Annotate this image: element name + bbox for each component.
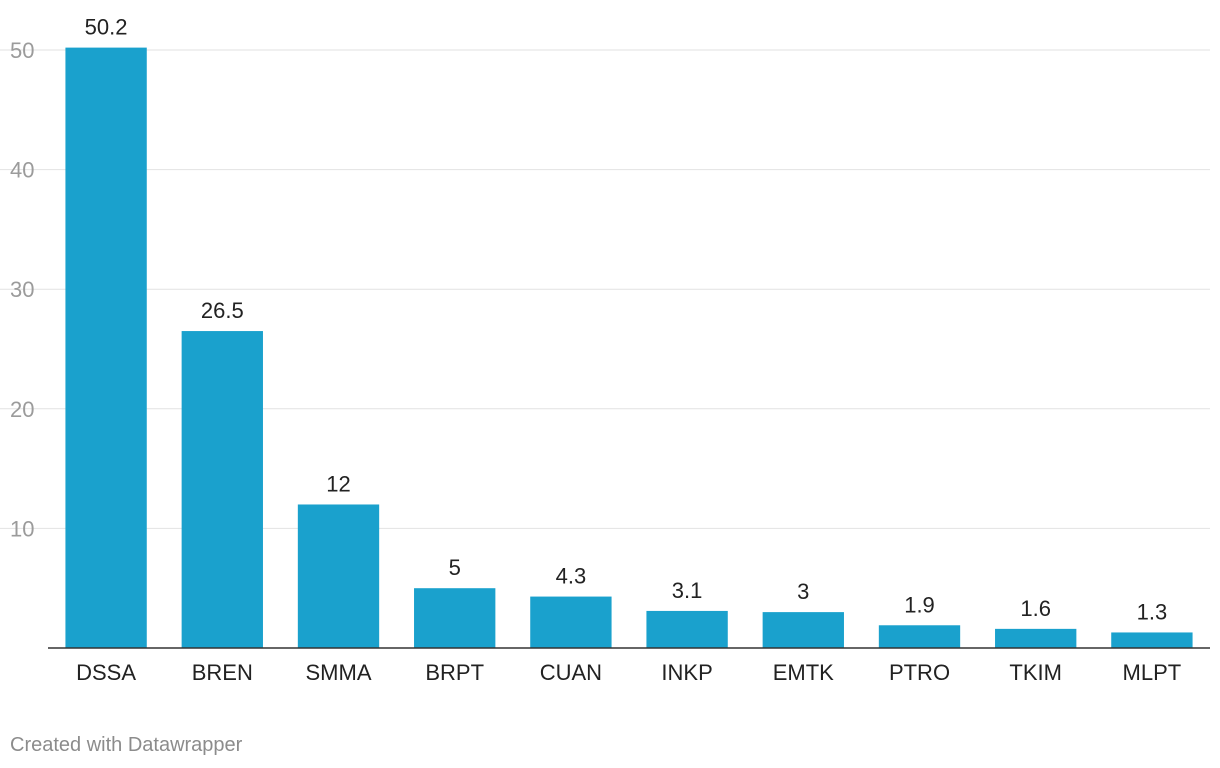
x-tick-label-dssa: DSSA (76, 660, 136, 685)
value-label-dssa: 50.2 (85, 15, 128, 40)
x-tick-label-mlpt: MLPT (1123, 660, 1182, 685)
bar-smma (297, 504, 380, 648)
bars (65, 47, 1193, 648)
labels: 10 20 30 40 50 50.2 DSSA 26.5 BREN 12 SMMA 5 BRPT 4.3… (10, 15, 1181, 685)
x-tick-label-emtk: EMTK (773, 660, 834, 685)
x-tick-label-tkim: TKIM (1009, 660, 1062, 685)
x-tick-label-bren: BREN (192, 660, 253, 685)
bar-tkim (995, 628, 1077, 648)
x-tick-label-brpt: BRPT (425, 660, 484, 685)
value-label-brpt: 5 (449, 555, 461, 580)
x-tick-label-ptro: PTRO (889, 660, 950, 685)
value-label-tkim: 1.6 (1020, 596, 1051, 621)
value-label-ptro: 1.9 (904, 592, 935, 617)
bar-ptro (878, 625, 961, 648)
value-label-bren: 26.5 (201, 298, 244, 323)
gridlines (0, 49, 1210, 529)
x-tick-label-cuan: CUAN (540, 660, 602, 685)
bar-dssa (65, 47, 147, 648)
value-label-cuan: 4.3 (556, 564, 587, 589)
value-label-smma: 12 (326, 471, 350, 496)
y-tick-label: 30 (10, 277, 34, 302)
value-label-emtk: 3 (797, 579, 809, 604)
value-label-inkp: 3.1 (672, 578, 703, 603)
value-label-mlpt: 1.3 (1137, 599, 1168, 624)
x-tick-label-inkp: INKP (661, 660, 712, 685)
bar-bren (181, 331, 263, 648)
x-tick-label-smma: SMMA (306, 660, 372, 685)
y-tick-label: 10 (10, 516, 34, 541)
bar-emtk (762, 612, 844, 648)
footer-credit: Created with Datawrapper (10, 734, 243, 756)
y-tick-label: 50 (10, 38, 34, 63)
bar-cuan (530, 596, 612, 648)
y-tick-label: 40 (10, 158, 34, 183)
bar-inkp (646, 610, 728, 648)
bar-brpt (414, 588, 496, 648)
bar-mlpt (1111, 632, 1193, 648)
y-tick-label: 20 (10, 397, 34, 422)
